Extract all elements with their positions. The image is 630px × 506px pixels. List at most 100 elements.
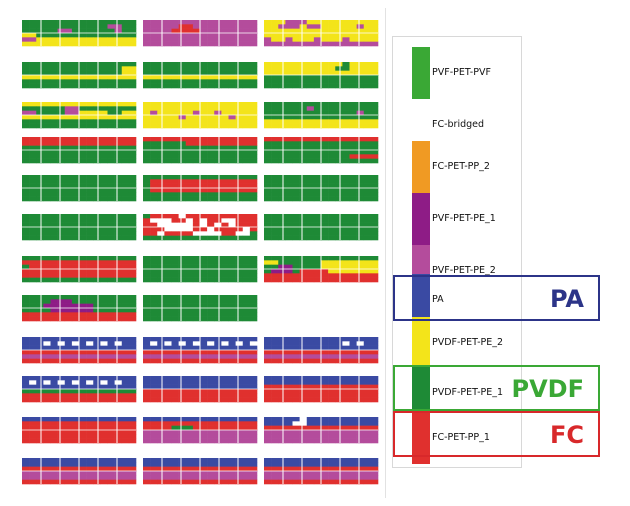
module-cell — [271, 179, 279, 184]
module-cell — [86, 256, 94, 261]
module-cell — [50, 218, 58, 223]
module-cell — [242, 466, 251, 472]
module-cell — [29, 20, 37, 25]
module-cell — [143, 277, 151, 283]
module-cell — [214, 83, 222, 89]
module-cell — [370, 154, 379, 159]
module-cell — [363, 479, 372, 485]
module-cell — [207, 295, 215, 300]
module-cell — [342, 397, 350, 403]
module-cell — [43, 312, 51, 317]
module-cell — [171, 231, 179, 236]
module-cell — [79, 466, 87, 472]
module-cell — [328, 269, 336, 274]
module-cell — [264, 434, 272, 439]
module-cell — [178, 458, 187, 463]
module-cell — [192, 417, 201, 422]
module-cell — [178, 154, 187, 159]
module-cell — [292, 393, 300, 398]
module-cell — [228, 145, 236, 151]
module-cell — [100, 123, 108, 129]
module-cell — [171, 354, 179, 359]
module-cell — [214, 154, 222, 159]
module-cell — [207, 303, 215, 309]
module-cell — [178, 20, 187, 25]
module-cell — [313, 218, 322, 223]
module-cell — [143, 66, 151, 71]
module-cell — [306, 260, 315, 265]
module-cell — [86, 260, 94, 265]
module-cell — [107, 196, 115, 202]
module-cell — [249, 145, 258, 151]
module-cell — [321, 106, 329, 111]
legend-swatch — [412, 99, 430, 151]
module-cell — [29, 188, 37, 193]
module-cell — [249, 312, 258, 317]
module-cell — [107, 389, 115, 394]
module-cell — [36, 269, 44, 274]
module-cell — [86, 358, 94, 364]
callout-pvdf-label: PVDF — [511, 375, 584, 403]
module-cell — [306, 183, 315, 189]
module-cell — [313, 28, 322, 34]
module-cell — [335, 41, 343, 47]
module-cell — [107, 183, 115, 189]
module-cell — [128, 337, 137, 342]
module-cell — [200, 312, 208, 317]
module-cell — [43, 24, 51, 29]
module-cell — [107, 214, 115, 219]
module-cell — [50, 28, 58, 34]
module-cell — [178, 341, 187, 346]
module-cell — [249, 123, 258, 129]
module-cell — [356, 337, 365, 342]
module-cell — [363, 154, 372, 159]
module-cell — [370, 393, 379, 398]
module-cell — [328, 218, 336, 223]
module-cell — [221, 119, 229, 124]
module-cell — [93, 227, 101, 232]
module-cell — [363, 434, 372, 439]
module-cell — [228, 154, 236, 159]
module-cell — [306, 397, 315, 403]
module-cell — [328, 475, 336, 480]
module-cell — [143, 466, 151, 472]
module-cell — [192, 316, 201, 322]
module-cell — [50, 421, 58, 426]
module-cell — [363, 106, 372, 111]
module-cell — [79, 277, 87, 283]
module-cell — [107, 384, 115, 390]
module-cell — [71, 316, 80, 322]
module-cell — [214, 393, 222, 398]
module-cell — [128, 41, 137, 47]
module-cell — [228, 62, 236, 67]
module-cell — [71, 196, 80, 202]
module-cell — [43, 260, 51, 265]
module-cell — [249, 376, 258, 381]
module-cell — [43, 119, 51, 124]
separator-line — [385, 8, 386, 498]
module-cell — [221, 376, 229, 381]
module-cell — [86, 479, 94, 485]
module-cell — [121, 350, 130, 355]
module-cell — [57, 299, 66, 304]
module-cell — [93, 145, 101, 151]
module-cell — [370, 110, 379, 116]
module-cell — [214, 277, 222, 283]
module-cell — [271, 37, 279, 42]
module-cell — [171, 150, 179, 155]
module-cell — [221, 37, 229, 42]
module-cell — [221, 466, 229, 472]
module-cell — [356, 260, 365, 265]
module-cell — [71, 384, 80, 390]
module-cell — [50, 179, 58, 184]
module-cell — [157, 462, 165, 467]
module-cell — [178, 354, 187, 359]
module-cell — [50, 376, 58, 381]
module-cell — [164, 66, 172, 71]
module-cell — [100, 434, 108, 439]
module-cell — [214, 376, 222, 381]
callout-fc-label: FC — [549, 421, 584, 449]
module-cell — [271, 471, 279, 476]
module-cell — [71, 438, 80, 444]
module-cell — [349, 196, 357, 202]
